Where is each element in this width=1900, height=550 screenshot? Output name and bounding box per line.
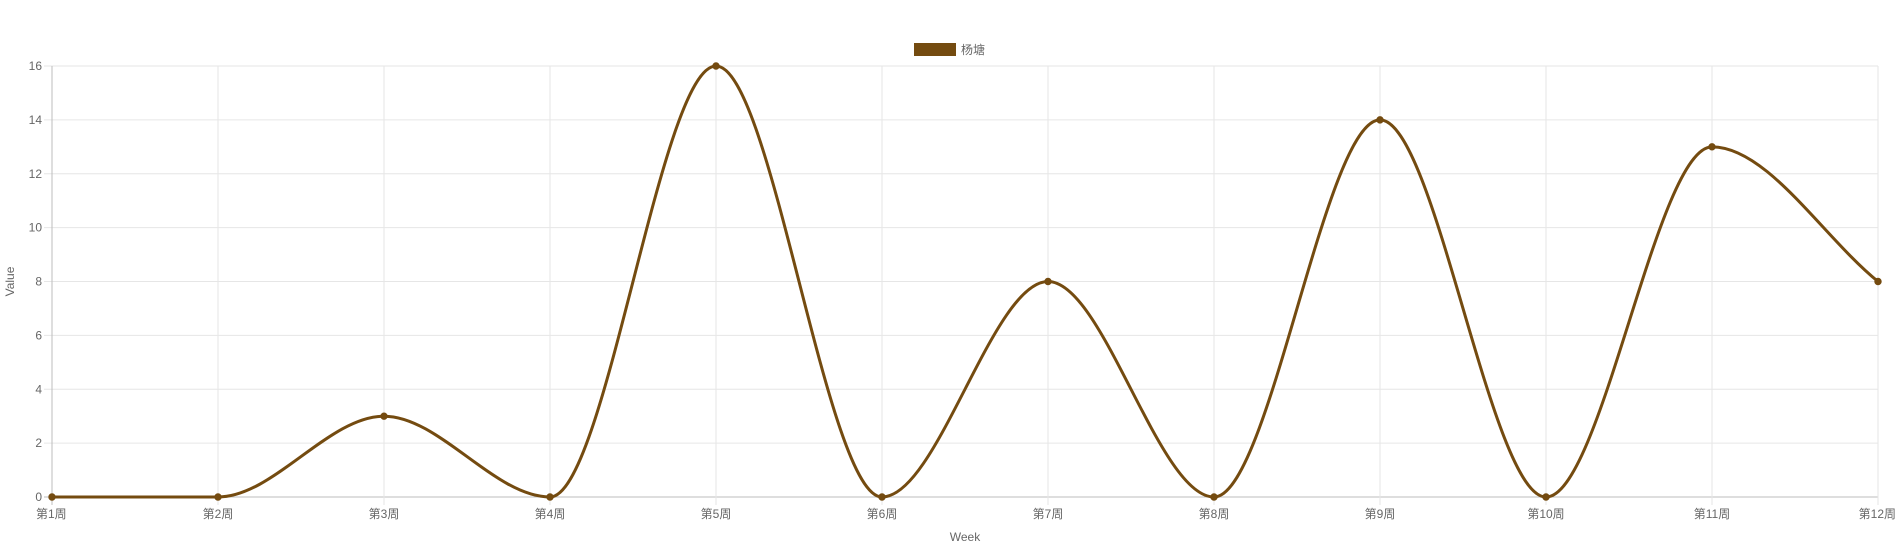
x-axis-ticks: 第1周 第2周 第3周 第4周 第5周 第6周 第7周 第8周 第9周 第10周 第11周 第12周 (36, 507, 1896, 521)
grid (44, 65, 1879, 505)
data-point (878, 493, 886, 501)
data-point (712, 62, 720, 70)
y-tick-label: 8 (35, 275, 42, 289)
x-tick-label: 第4周 (535, 507, 566, 521)
x-tick-label: 第6周 (867, 507, 898, 521)
data-point (1874, 277, 1882, 286)
x-tick-label: 第9周 (1365, 507, 1396, 521)
data-point (48, 493, 56, 501)
data-point (1210, 493, 1218, 501)
legend-label: 杨塘 (961, 42, 985, 57)
x-tick-label: 第7周 (1033, 507, 1064, 521)
y-tick-label: 16 (29, 59, 43, 73)
x-tick-label: 第11周 (1694, 507, 1730, 521)
data-point (214, 493, 222, 501)
data-point (380, 412, 388, 420)
x-axis-title: Week (950, 530, 981, 544)
x-tick-label: 第1周 (36, 507, 67, 521)
data-point (1044, 277, 1052, 286)
x-tick-label: 第5周 (701, 507, 732, 521)
x-tick-label: 第8周 (1199, 507, 1230, 521)
data-point (1708, 143, 1716, 151)
y-axis-ticks: 0 2 4 6 8 10 12 14 16 (29, 59, 43, 504)
x-tick-label: 第3周 (369, 507, 400, 521)
x-tick-label: 第12周 (1859, 507, 1896, 521)
y-tick-label: 12 (29, 167, 43, 181)
x-tick-label: 第10周 (1527, 507, 1564, 521)
y-tick-label: 2 (35, 436, 42, 450)
y-axis-title: Value (3, 266, 17, 296)
y-tick-label: 0 (35, 490, 42, 504)
legend[interactable]: 杨塘 (914, 42, 985, 57)
y-tick-label: 10 (29, 221, 43, 235)
data-point (1542, 493, 1550, 501)
x-tick-label: 第2周 (203, 507, 234, 521)
data-point (546, 493, 554, 501)
series-line (52, 64, 1879, 499)
y-tick-label: 14 (29, 113, 43, 127)
y-tick-label: 4 (35, 382, 42, 396)
y-tick-label: 6 (35, 328, 42, 342)
series-group (48, 62, 1882, 501)
legend-swatch (914, 43, 956, 56)
data-point (1376, 116, 1384, 124)
